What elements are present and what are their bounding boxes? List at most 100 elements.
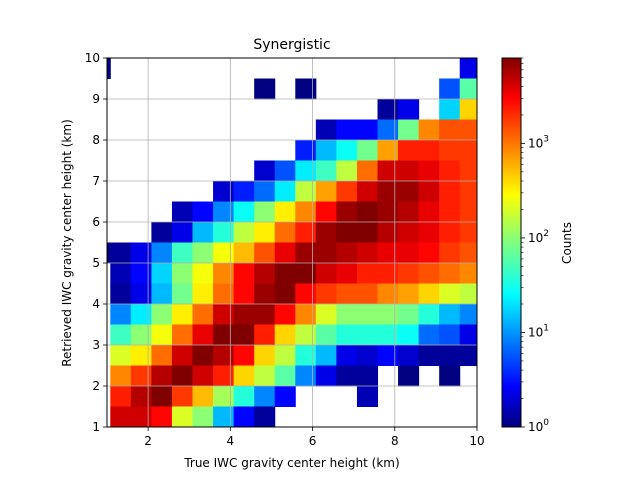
heatmap-cell [315,304,337,325]
heatmap-cell [171,283,194,305]
heatmap-cell [356,283,379,305]
heatmap-cell [398,263,420,284]
heatmap-cell [171,324,194,346]
heatmap-cell [439,304,461,325]
x-tick-label: 10 [469,434,484,448]
x-tick-label: 4 [227,434,235,448]
heatmap-cell [418,345,440,366]
heatmap-cell [418,283,440,305]
heatmap-cell [398,160,420,182]
heatmap-cell [439,119,461,141]
heatmap-cell [315,222,337,243]
heatmap-cell [398,345,420,366]
heatmap-cell [295,365,317,387]
heatmap-cell [315,345,337,366]
heatmap-cell [274,222,296,243]
heatmap-cell [233,304,255,325]
heatmap-cell [295,304,317,325]
heatmap-cell [130,345,152,366]
heatmap-cell [315,119,337,141]
y-tick-label: 7 [92,174,100,188]
heatmap-cell [110,386,132,407]
heatmap-cell [192,406,214,428]
heatmap-cell [459,345,478,366]
heatmap-cell [213,406,235,428]
heatmap-cell [336,222,358,243]
heatmap-cell [398,324,420,346]
heatmap-cell [192,263,214,284]
heatmap-cell [254,345,276,366]
heatmap-cell [377,160,399,182]
heatmap-cell [274,181,296,202]
heatmap-cell [439,365,461,387]
heatmap-cell [439,99,461,120]
plot-frame [106,57,478,428]
heatmap-cell [439,283,461,305]
heatmap-cell [254,406,276,428]
heatmap-cell [377,119,399,141]
heatmap-cell [233,263,255,284]
heatmap-cell [356,365,379,387]
heatmap-cell [459,324,478,346]
colorbar-tick-label: 101 [528,323,549,339]
heatmap-cell [130,365,152,387]
heatmap-cell [459,78,478,100]
heatmap-cell [356,386,379,407]
heatmap-cell [254,324,276,346]
heatmap-cell [356,222,379,243]
heatmap-cell [377,304,399,325]
heatmap-cell [336,201,358,223]
heatmap-cell [295,283,317,305]
heatmap-cell [233,365,255,387]
heatmap-cell [130,283,152,305]
heatmap-cell [377,222,399,243]
heatmap-cell [213,201,235,223]
y-axis-label: Retrieved IWC gravity center height (km) [60,119,74,367]
heatmap-cell [254,263,276,284]
heatmap-cell [439,242,461,264]
heatmap-cell [110,406,132,428]
heatmap-cell [151,406,173,428]
heatmap-cell [233,201,255,223]
heatmap-cell [377,99,399,120]
heatmap-cell [418,324,440,346]
heatmap-cell [398,222,420,243]
heatmap-cell [459,160,478,182]
heatmap-cell [151,222,173,243]
heatmap-cell [151,365,173,387]
heatmap-cell [459,283,478,305]
heatmap-cell [171,263,194,284]
heatmap-cell [110,365,132,387]
x-tick-label: 8 [391,434,399,448]
heatmap-cell [107,242,111,264]
x-axis-label: True IWC gravity center height (km) [183,456,399,470]
heatmap-cell [377,242,399,264]
heatmap-cell [295,345,317,366]
heatmap-cell [213,365,235,387]
heatmap-cell [356,263,379,284]
heatmap-cell [398,201,420,223]
heatmap-cell [418,242,440,264]
heatmap-cell [274,242,296,264]
heatmap-cell [459,140,478,161]
heatmap-cell [295,181,317,202]
heatmap-cell [192,345,214,366]
heatmap-cell [398,304,420,325]
heatmap-cell [213,324,235,346]
heatmap-cell [418,181,440,202]
heatmap-cell [295,160,317,182]
heatmap-cell [171,406,194,428]
heatmap-cell [356,140,379,161]
x-tick-label: 6 [309,434,317,448]
heatmap-cell [315,140,337,161]
heatmap-cell [459,99,478,120]
heatmap-cell [130,304,152,325]
heatmap-cell [171,242,194,264]
heatmap-cell [336,140,358,161]
heatmap-cell [418,160,440,182]
heatmap-cell [192,283,214,305]
heatmap-cell [254,283,276,305]
heatmap-cell [274,324,296,346]
heatmap-cell [130,242,152,264]
heatmap-cell [130,386,152,407]
